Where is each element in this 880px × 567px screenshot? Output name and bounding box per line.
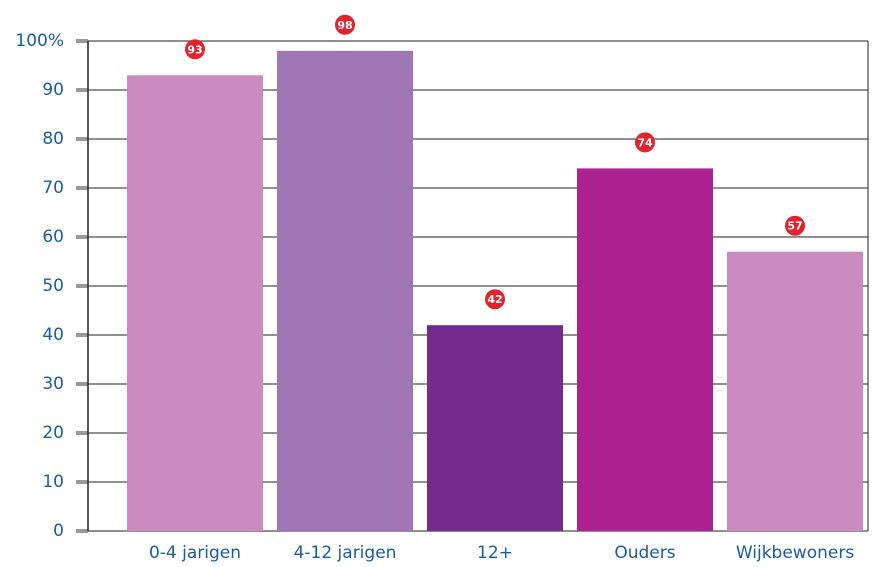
y-tick-label: 30: [42, 374, 64, 394]
value-label: 98: [337, 19, 352, 32]
y-tick-label: 60: [42, 227, 64, 247]
x-tick-label: Wijkbewoners: [736, 543, 855, 563]
bar: [127, 75, 263, 532]
tick-mark: [76, 39, 88, 43]
y-tick-label: 100%: [15, 31, 64, 51]
y-tick-label: 40: [42, 325, 64, 345]
y-tick-label: 90: [42, 80, 64, 100]
value-label: 57: [787, 220, 802, 233]
tick-mark: [76, 186, 88, 190]
bar: [727, 251, 863, 531]
tick-mark: [76, 333, 88, 337]
tick-mark: [76, 529, 88, 533]
x-tick-label: Ouders: [614, 543, 675, 563]
y-tick-label: 20: [42, 423, 64, 443]
value-label: 74: [637, 136, 653, 149]
tick-mark: [76, 88, 88, 92]
tick-mark: [76, 284, 88, 288]
x-tick-label: 0-4 jarigen: [149, 543, 241, 563]
tick-mark: [76, 431, 88, 435]
y-tick-label: 50: [42, 276, 64, 296]
value-label-badge: [485, 289, 505, 310]
bar: [577, 168, 713, 531]
x-tick-label: 4-12 jarigen: [294, 543, 397, 563]
value-label-badge: [785, 215, 805, 236]
tick-mark: [76, 137, 88, 141]
value-label-badge: [635, 132, 655, 153]
tick-mark: [76, 235, 88, 239]
value-label-badge: [335, 14, 355, 35]
y-tick-label: 10: [42, 472, 64, 492]
value-label: 42: [487, 293, 502, 306]
tick-mark: [76, 382, 88, 386]
value-label-badge: [185, 39, 205, 60]
value-label: 93: [187, 43, 202, 56]
bar: [277, 50, 413, 532]
x-tick-label: 12+: [477, 543, 513, 563]
tick-mark: [76, 480, 88, 484]
bar: [427, 325, 563, 531]
y-tick-label: 70: [42, 178, 64, 198]
y-tick-label: 0: [53, 521, 64, 541]
y-tick-label: 80: [42, 129, 64, 149]
